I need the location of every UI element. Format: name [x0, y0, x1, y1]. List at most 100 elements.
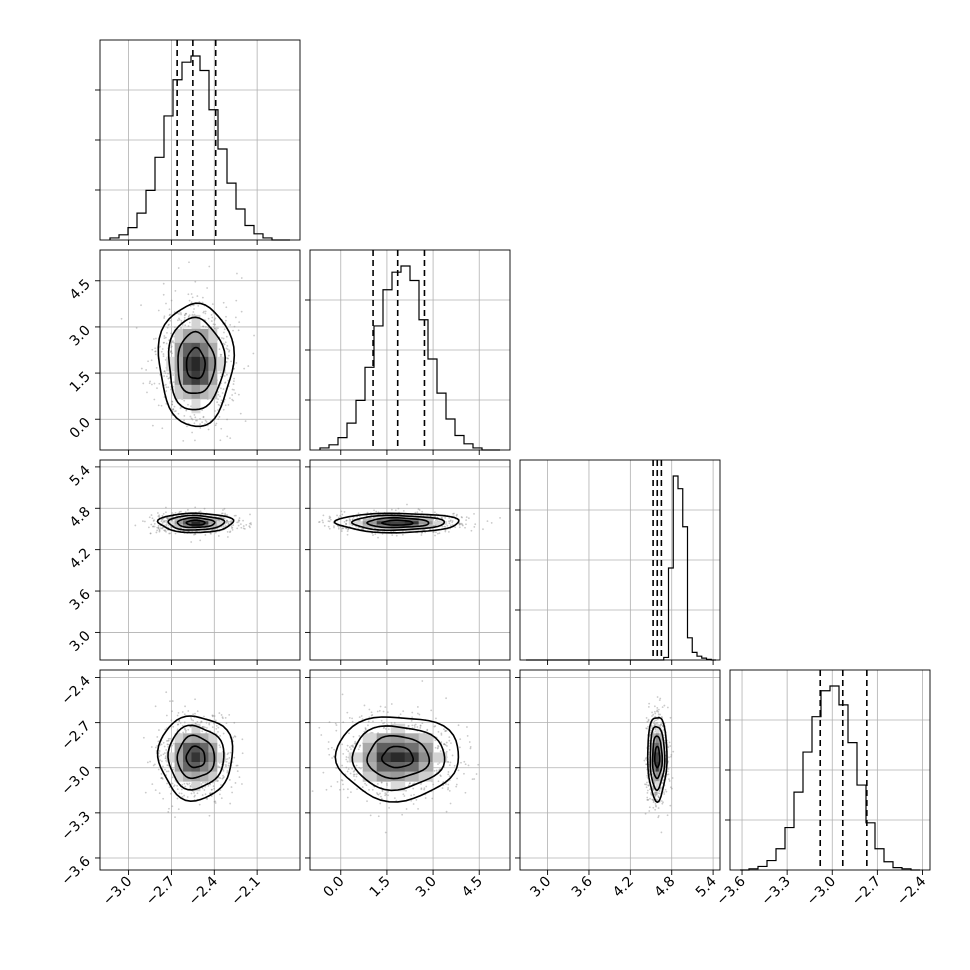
sample-point	[195, 419, 197, 422]
sample-point	[180, 792, 183, 795]
marginal-panel-1	[305, 249, 511, 455]
sample-point	[351, 767, 354, 770]
sample-point	[376, 710, 379, 713]
sample-point	[190, 301, 193, 304]
sample-point	[407, 784, 410, 787]
sample-point	[645, 756, 648, 759]
sample-point	[151, 383, 153, 386]
sample-point	[456, 513, 458, 516]
sample-point	[153, 525, 156, 528]
density-cell	[390, 527, 406, 531]
sample-point	[453, 512, 455, 515]
sample-point	[147, 360, 149, 363]
sample-point	[163, 370, 166, 373]
sample-point	[201, 730, 204, 733]
sample-point	[207, 317, 210, 320]
sample-point	[321, 519, 324, 522]
sample-point	[183, 399, 186, 402]
sample-point	[232, 524, 235, 527]
sample-point	[443, 743, 445, 745]
sample-point	[225, 306, 228, 309]
sample-point	[345, 758, 348, 761]
sample-point	[231, 394, 234, 396]
sample-point	[177, 723, 180, 726]
x-tick-label: −3.0	[100, 874, 135, 909]
sample-point	[220, 353, 223, 356]
sample-point	[150, 359, 153, 362]
sample-point	[177, 412, 180, 415]
density-cell	[191, 356, 201, 372]
sample-point	[211, 726, 214, 729]
sample-point	[461, 516, 463, 519]
sample-point	[228, 713, 231, 716]
sample-point	[412, 787, 415, 790]
sample-point	[652, 787, 655, 790]
sample-point	[367, 720, 370, 723]
sample-point	[402, 793, 405, 796]
sample-point	[447, 773, 450, 776]
sample-point	[186, 796, 189, 798]
sample-point	[416, 706, 419, 708]
sample-point	[357, 512, 360, 515]
sample-point	[652, 806, 655, 809]
sample-point	[443, 525, 446, 528]
sample-point	[351, 717, 353, 720]
sample-point	[186, 783, 189, 786]
sample-point	[333, 755, 335, 758]
density-cell	[418, 524, 434, 528]
sample-point	[187, 293, 190, 296]
sample-point	[412, 803, 415, 805]
sample-point	[213, 800, 216, 803]
sample-point	[346, 770, 349, 773]
sample-point	[249, 522, 252, 524]
sample-point	[214, 424, 217, 427]
sample-point	[189, 785, 192, 787]
sample-point	[430, 709, 433, 712]
sample-point	[162, 282, 165, 285]
sample-point	[238, 776, 241, 779]
sample-point	[236, 272, 238, 275]
sample-point	[196, 792, 199, 795]
sample-point	[444, 529, 447, 532]
sample-point	[149, 532, 152, 535]
sample-point	[208, 723, 211, 726]
sample-point	[231, 388, 234, 391]
sample-point	[654, 715, 657, 718]
sample-point	[158, 792, 161, 795]
sample-point	[204, 785, 207, 788]
sample-point	[234, 316, 237, 319]
sample-point	[467, 764, 470, 767]
sample-point	[672, 750, 675, 753]
sample-point	[164, 529, 167, 532]
sample-point	[156, 387, 158, 390]
sample-point	[351, 720, 354, 723]
density-cell	[191, 342, 201, 358]
sample-point	[669, 804, 672, 807]
density-cell	[199, 733, 209, 744]
sample-point	[214, 528, 217, 531]
sample-point	[155, 366, 158, 369]
sample-point	[341, 764, 344, 767]
sample-point	[437, 745, 440, 748]
sample-point	[223, 375, 226, 377]
sample-point	[143, 520, 146, 523]
sample-point	[449, 802, 452, 805]
sample-point	[356, 788, 358, 791]
sample-point	[644, 812, 647, 815]
sample-point	[157, 768, 160, 771]
sample-point	[357, 748, 360, 751]
density-cell	[404, 518, 420, 522]
sample-point	[161, 527, 164, 530]
sample-point	[229, 751, 232, 754]
sample-point	[168, 308, 171, 311]
sample-point	[444, 730, 447, 732]
sample-point	[439, 750, 442, 753]
sample-point	[178, 318, 181, 321]
sample-point	[247, 365, 250, 367]
sample-point	[231, 529, 234, 531]
sample-point	[188, 299, 191, 302]
density-cell	[208, 524, 218, 528]
sample-point	[204, 781, 207, 784]
sample-point	[227, 752, 230, 755]
sample-point	[165, 770, 168, 773]
